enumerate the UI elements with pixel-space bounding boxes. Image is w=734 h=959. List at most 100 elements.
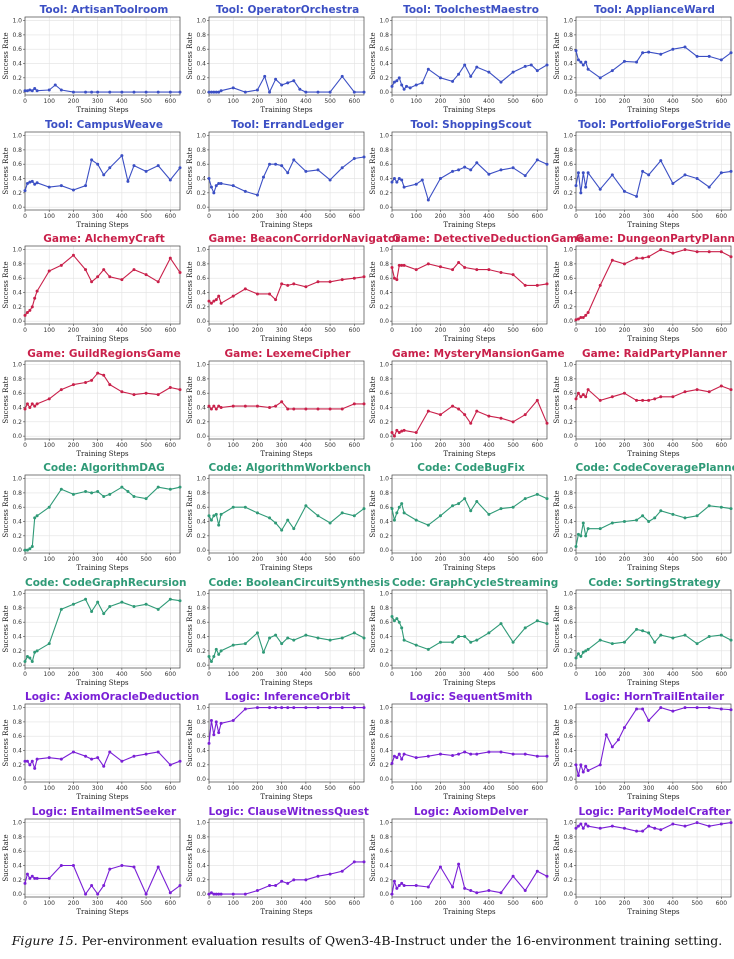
y-tick-label: 0.6 <box>563 161 573 168</box>
data-point <box>352 401 356 405</box>
data-point <box>402 263 406 267</box>
data-point <box>285 635 289 639</box>
data-point <box>397 263 401 267</box>
data-point <box>23 89 27 93</box>
data-point <box>219 648 223 652</box>
x-tick-label: 100 <box>227 556 239 563</box>
data-point <box>695 820 699 824</box>
data-point <box>328 872 332 876</box>
y-tick-label: 0.6 <box>196 619 206 626</box>
y-tick-label: 1.0 <box>196 819 206 826</box>
x-tick-label: 100 <box>43 785 55 792</box>
data-point <box>545 282 549 286</box>
data-point <box>695 54 699 58</box>
data-point <box>211 404 215 408</box>
data-point <box>610 824 614 828</box>
data-point <box>402 883 406 887</box>
data-point <box>291 282 295 286</box>
x-tick-label: 100 <box>410 900 422 907</box>
data-point <box>634 256 638 260</box>
data-point <box>120 153 124 157</box>
data-point <box>362 706 365 710</box>
data-point <box>25 654 29 658</box>
y-tick-label: 0.6 <box>379 46 389 53</box>
x-tick-label: 200 <box>618 213 630 220</box>
data-point <box>511 165 515 169</box>
data-point <box>395 79 399 83</box>
data-point <box>397 176 401 180</box>
y-tick-label: 0.8 <box>563 833 573 840</box>
data-point <box>267 292 271 296</box>
data-point <box>583 394 587 398</box>
plot-frame <box>24 360 181 439</box>
y-tick-label: 0.4 <box>12 404 22 411</box>
y-tick-label: 1.0 <box>196 132 206 139</box>
y-tick-label: 0.2 <box>379 762 389 769</box>
data-point <box>214 892 218 896</box>
data-point <box>285 283 289 287</box>
x-tick-label: 600 <box>348 327 360 334</box>
y-tick-label: 0.0 <box>196 891 206 898</box>
data-point <box>469 752 473 756</box>
data-point <box>652 516 656 520</box>
data-point <box>90 757 94 761</box>
data-point <box>35 648 39 652</box>
data-point <box>451 169 455 173</box>
chart-title: Tool: CampusWeave <box>44 118 163 131</box>
data-point <box>209 518 213 522</box>
data-point <box>243 505 247 509</box>
data-point <box>243 189 247 193</box>
data-point <box>273 162 277 166</box>
chart-panel: Code: GraphCycleStreaming 0.0 0.2 0.4 0.6 0.8… <box>367 577 558 692</box>
data-point <box>71 382 75 386</box>
data-point <box>707 824 711 828</box>
chart-svg: 0.0 0.2 0.4 0.6 0.8 1.0 0 100 200 300 400 500 600 Tra… <box>369 16 549 114</box>
x-tick-label: 300 <box>642 442 654 449</box>
data-point <box>469 640 473 644</box>
data-point <box>583 185 587 189</box>
data-point <box>231 294 235 298</box>
data-point <box>652 640 656 644</box>
x-tick-label: 300 <box>459 213 471 220</box>
data-point <box>352 630 356 634</box>
chart-panel: Code: CodeGraphRecursion 0.0 0.2 0.4 0.6 0.8 1… <box>0 577 186 692</box>
chart-panel: Logic: AxiomOracleDeduction 0.0 0.2 0.4 0.6 0… <box>0 691 199 806</box>
data-point <box>574 49 577 53</box>
y-tick-label: 0.4 <box>563 290 573 297</box>
data-point <box>646 172 650 176</box>
chart-svg: 0.0 0.2 0.4 0.6 0.8 1.0 0 100 200 300 400 500 600 Tra… <box>186 589 365 687</box>
y-tick-label: 1.0 <box>563 247 573 254</box>
data-point <box>499 416 503 420</box>
data-point <box>315 635 319 639</box>
y-tick-label: 0.0 <box>563 662 573 669</box>
data-point <box>583 60 587 64</box>
data-point <box>209 890 213 894</box>
x-tick-label: 100 <box>594 900 606 907</box>
data-point <box>207 741 210 745</box>
y-tick-label: 0.0 <box>196 776 206 783</box>
x-tick-label: 0 <box>23 327 27 334</box>
data-point <box>438 76 442 80</box>
plot-frame <box>208 360 364 439</box>
data-point <box>682 389 686 393</box>
data-point <box>457 260 461 264</box>
x-tick-label: 500 <box>324 442 336 449</box>
y-tick-label: 0.0 <box>563 547 573 554</box>
data-point <box>35 180 39 184</box>
data-point <box>598 283 602 287</box>
data-point <box>583 764 587 768</box>
data-point <box>402 638 406 642</box>
data-point <box>216 294 220 298</box>
data-point <box>214 298 218 302</box>
data-point <box>426 197 430 201</box>
data-point <box>729 387 732 391</box>
y-tick-label: 0.8 <box>196 261 206 268</box>
data-point <box>267 516 271 520</box>
data-point <box>25 548 29 552</box>
chart-svg: 0.0 0.2 0.4 0.6 0.8 1.0 0 100 200 300 400 500 600 Tra… <box>369 131 549 229</box>
y-tick-label: 0.6 <box>12 275 22 282</box>
data-point <box>402 428 406 432</box>
data-point <box>211 514 215 518</box>
y-tick-label: 0.8 <box>563 604 573 611</box>
data-point <box>658 394 662 398</box>
